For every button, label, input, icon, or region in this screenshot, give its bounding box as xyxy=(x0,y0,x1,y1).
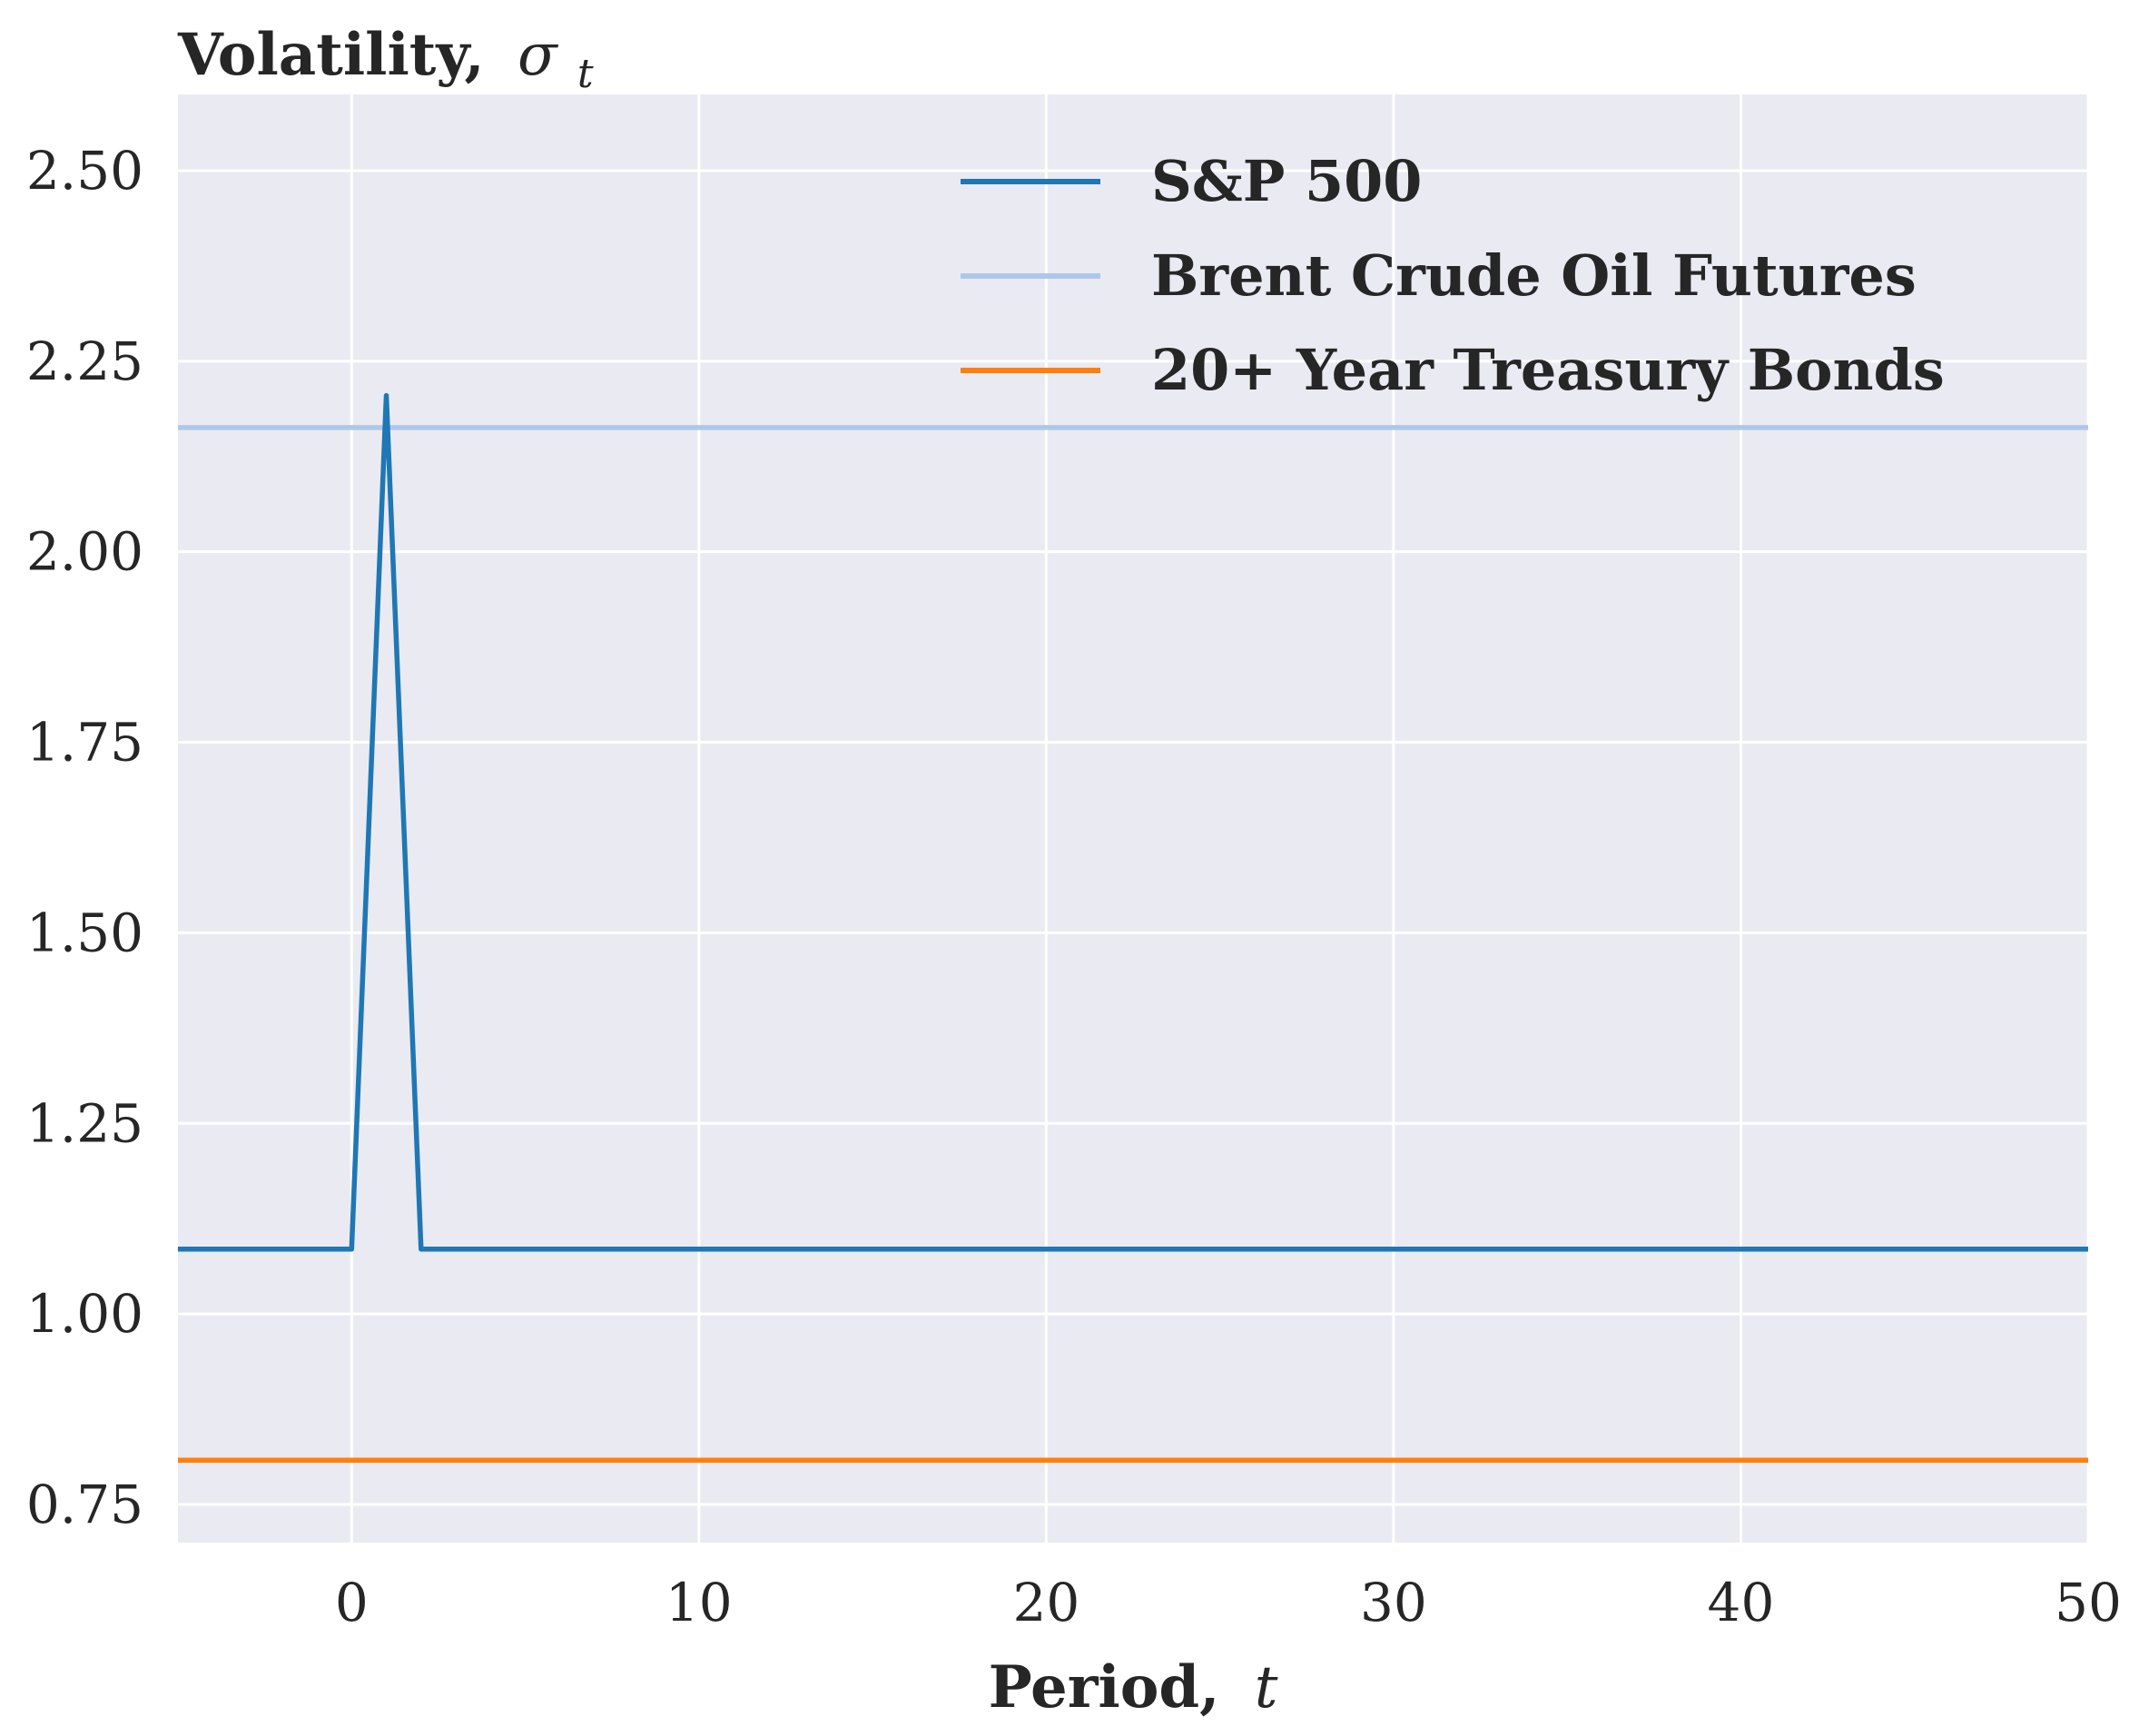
x-tick-label: 50 xyxy=(2055,1572,2122,1633)
legend-label: Brent Crude Oil Futures xyxy=(1151,242,1917,309)
y-tick-label: 1.00 xyxy=(26,1283,143,1345)
y-tick-label: 1.50 xyxy=(26,902,143,963)
x-tick-label: 10 xyxy=(665,1572,733,1633)
x-axis-label-symbol: t xyxy=(1255,1654,1278,1721)
legend: S&P 500 Brent Crude Oil Futures 20+ Year T… xyxy=(961,148,1945,403)
grid-lines xyxy=(178,94,2090,1543)
chart-title: Volatility, σ t xyxy=(177,21,594,97)
x-tick-labels: 0 10 20 30 40 50 xyxy=(335,1572,2122,1633)
y-tick-labels: 0.75 1.00 1.25 1.50 1.75 2.00 2.25 2.50 xyxy=(26,140,143,1535)
plot-background xyxy=(178,94,2088,1543)
y-tick-label: 2.50 xyxy=(26,140,143,202)
x-tick-label: 0 xyxy=(335,1572,369,1633)
legend-label: 20+ Year Treasury Bonds xyxy=(1151,337,1945,403)
y-tick-label: 0.75 xyxy=(26,1474,143,1535)
series-lines xyxy=(178,392,2088,1464)
y-tick-label: 2.00 xyxy=(26,521,143,583)
x-tick-label: 20 xyxy=(1012,1572,1079,1633)
y-tick-label: 1.25 xyxy=(26,1092,143,1154)
x-tick-label: 40 xyxy=(1708,1572,1775,1633)
x-axis-label: Period, t xyxy=(989,1653,1278,1721)
chart-title-subscript: t xyxy=(577,51,594,97)
legend-label: S&P 500 xyxy=(1151,148,1422,214)
series-line xyxy=(178,392,2088,1252)
x-tick-label: 30 xyxy=(1360,1572,1427,1633)
x-axis-label-text: Period, xyxy=(989,1653,1220,1721)
y-tick-label: 2.25 xyxy=(26,330,143,392)
chart-title-symbol: σ xyxy=(518,22,559,89)
y-tick-label: 1.75 xyxy=(26,712,143,774)
chart-title-text: Volatility, xyxy=(177,21,485,89)
